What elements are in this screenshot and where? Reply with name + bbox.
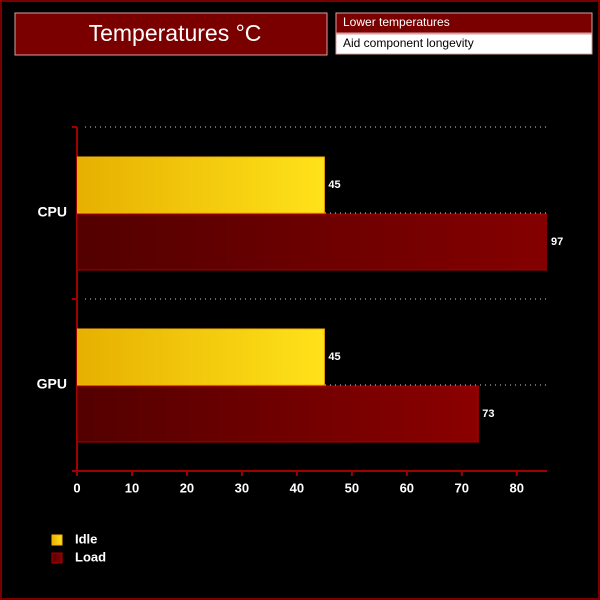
x-tick-label: 80 xyxy=(510,480,524,495)
bar xyxy=(77,213,547,271)
x-tick-label: 50 xyxy=(345,480,359,495)
note-box xyxy=(335,33,593,55)
note-box xyxy=(335,12,593,34)
value-label: 45 xyxy=(328,351,340,363)
bar xyxy=(77,328,325,386)
legend-label: Idle xyxy=(75,531,97,546)
annotation: Aid component longevity xyxy=(343,36,474,50)
bar xyxy=(77,385,479,443)
plot xyxy=(77,156,547,443)
chart-title: Temperatures °C xyxy=(89,20,262,46)
legend-swatch xyxy=(51,534,63,546)
x-tick-label: 10 xyxy=(125,480,139,495)
y-tick-label: GPU xyxy=(37,376,67,392)
value-label: 97 xyxy=(551,236,563,248)
annotation: Lower temperatures xyxy=(343,15,450,29)
x-tick-label: 30 xyxy=(235,480,249,495)
bar xyxy=(77,156,325,214)
value-label: 73 xyxy=(482,408,494,420)
value-label: 45 xyxy=(328,179,340,191)
x-tick-label: 20 xyxy=(180,480,194,495)
x-tick-label: 60 xyxy=(400,480,414,495)
x-tick-label: 0 xyxy=(73,480,80,495)
title-box xyxy=(14,12,328,56)
legend-swatch xyxy=(51,552,63,564)
x-tick-label: 70 xyxy=(455,480,469,495)
legend-label: Load xyxy=(75,549,106,564)
y-tick-label: CPU xyxy=(37,204,67,220)
x-tick-label: 40 xyxy=(290,480,304,495)
